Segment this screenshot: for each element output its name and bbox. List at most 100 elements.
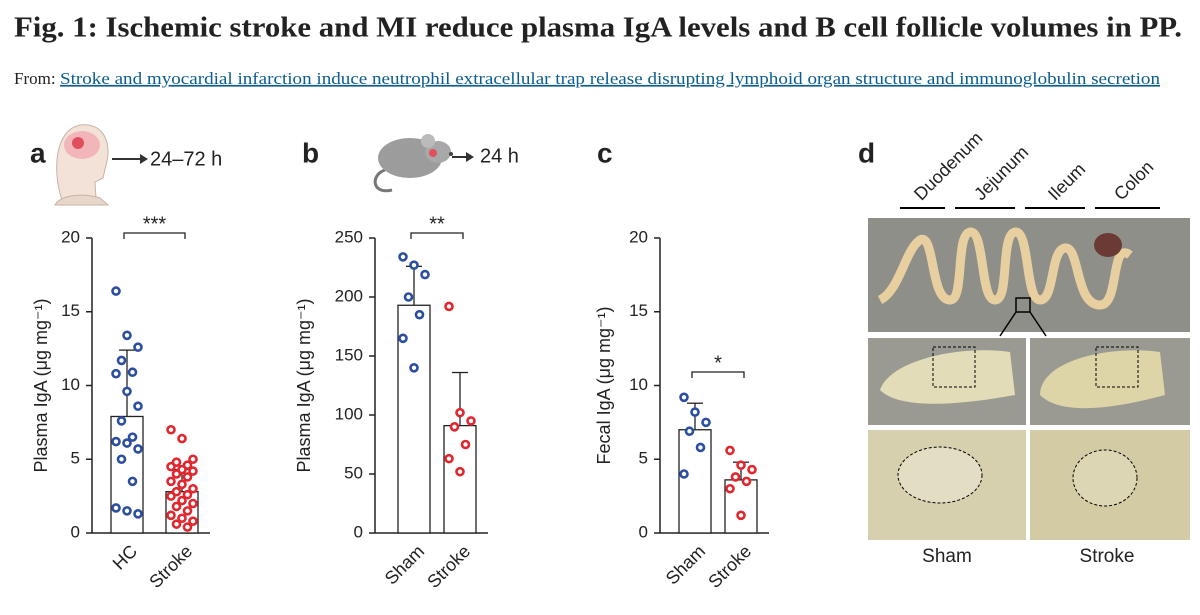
data-point (171, 501, 182, 512)
panel-label: a (30, 137, 46, 168)
data-point (403, 292, 414, 302)
data-point (122, 386, 132, 397)
data-point (111, 368, 121, 379)
head-icon (54, 124, 110, 206)
data-point (684, 426, 695, 437)
data-point (166, 424, 176, 435)
data-point (444, 301, 454, 312)
segment-label: Ileum (1044, 159, 1089, 204)
y-tick-label: 250 (335, 227, 363, 246)
time-annotation: 24–72 h (150, 148, 222, 170)
significance-label: * (714, 352, 722, 374)
data-point (177, 479, 187, 490)
data-point (679, 392, 689, 403)
data-point (133, 444, 143, 454)
data-point (455, 466, 465, 477)
panel-label: d (858, 137, 875, 168)
y-axis-label: Fecal IgA (μg mg⁻¹) (594, 307, 614, 465)
y-tick-label: 10 (629, 375, 648, 394)
x-tick-label: Sham (381, 541, 428, 588)
data-point (127, 367, 138, 378)
bar (443, 424, 477, 534)
y-axis-label: Plasma IgA (μg mg⁻¹) (31, 299, 51, 473)
y-tick-label: 15 (61, 301, 80, 320)
data-point (736, 510, 746, 521)
data-point (188, 466, 198, 476)
data-point (188, 483, 198, 494)
data-point (398, 252, 408, 262)
data-point (414, 309, 425, 320)
y-tick-label: 20 (629, 227, 648, 246)
y-tick-label: 100 (335, 404, 363, 423)
y-tick-label: 5 (639, 449, 648, 468)
data-point (188, 498, 198, 509)
data-point (111, 503, 121, 513)
data-point (188, 516, 198, 527)
data-point (398, 333, 408, 344)
time-annotation: 24 h (480, 145, 519, 167)
x-tick-label: HC (109, 541, 142, 574)
from-label: From: (14, 69, 56, 88)
x-tick-label: Sham (662, 541, 709, 588)
data-point (171, 469, 182, 479)
data-point (182, 506, 193, 516)
data-point (747, 464, 757, 475)
data-point (133, 342, 143, 352)
data-point (455, 407, 465, 418)
data-point (188, 454, 198, 465)
data-point (127, 476, 138, 487)
y-tick-label: 0 (71, 522, 80, 541)
data-point (444, 453, 454, 464)
x-tick-label: Stroke (704, 541, 755, 592)
segment-label: Jejunum (970, 142, 1032, 204)
y-tick-label: 200 (335, 286, 363, 305)
y-tick-label: 0 (354, 522, 363, 541)
data-point (122, 438, 132, 448)
x-tick-label: Stroke (423, 541, 474, 592)
data-point (116, 416, 127, 426)
data-point (409, 362, 419, 373)
data-point (182, 489, 193, 500)
bar (678, 429, 712, 534)
significance-bracket (691, 371, 745, 378)
data-point (730, 472, 741, 482)
data-point (725, 445, 735, 456)
data-point (166, 510, 176, 521)
data-point (127, 432, 138, 442)
y-tick-label: 10 (61, 375, 80, 394)
data-point (166, 461, 176, 472)
data-point (182, 472, 193, 482)
data-point (122, 506, 132, 516)
data-point (177, 433, 187, 444)
significance-bracket (123, 232, 186, 239)
data-point (701, 417, 711, 428)
segment-label: Colon (1110, 157, 1157, 204)
data-point (420, 269, 430, 280)
y-tick-label: 5 (71, 449, 80, 468)
mouse-icon (373, 134, 453, 193)
data-point (122, 330, 132, 341)
data-point (177, 495, 187, 506)
data-point (111, 286, 121, 296)
significance-bracket (410, 232, 464, 239)
condition-label: Stroke (1080, 546, 1135, 567)
data-point (409, 260, 419, 270)
data-point (133, 509, 143, 519)
data-point (182, 522, 193, 532)
condition-label: Sham (922, 546, 972, 567)
significance-label: ** (429, 213, 445, 235)
data-point (171, 519, 182, 529)
y-tick-label: 15 (629, 301, 648, 320)
data-point (679, 469, 689, 479)
data-point (695, 442, 706, 453)
data-point (133, 401, 143, 411)
data-point (449, 421, 460, 432)
photo-panel (868, 207, 1190, 540)
article-link[interactable]: Stroke and myocardial infarction induce … (60, 69, 1161, 88)
data-point (460, 439, 471, 450)
x-tick-label: Stroke (145, 541, 196, 592)
y-tick-label: 150 (335, 345, 363, 364)
y-tick-label: 50 (344, 463, 363, 482)
data-point (725, 483, 735, 494)
